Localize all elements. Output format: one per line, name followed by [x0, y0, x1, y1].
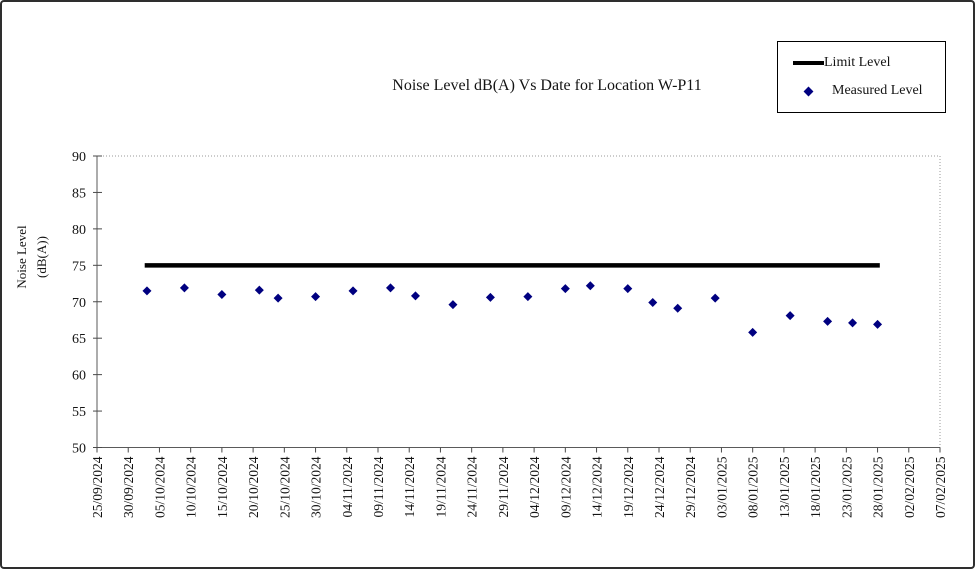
y-tick-label: 50 — [72, 442, 86, 457]
axis-line — [96, 156, 940, 448]
x-tick-label: 30/10/2024 — [309, 456, 324, 518]
diamond-icon — [803, 86, 814, 97]
x-tick-label: 10/10/2024 — [184, 456, 199, 518]
legend-item-measured-level: Measured Level — [793, 83, 945, 99]
x-tick-label: 18/01/2025 — [808, 456, 823, 518]
legend-label-limit-level: Limit Level — [824, 54, 891, 70]
x-tick-label: 28/01/2025 — [871, 456, 886, 518]
x-tick-label: 04/11/2024 — [340, 456, 355, 517]
measured-point — [254, 285, 264, 295]
y-tick-label: 90 — [72, 150, 86, 165]
x-tick-label: 08/01/2025 — [746, 456, 761, 518]
legend: Limit Level Measured Level — [777, 41, 946, 113]
y-tick-label: 60 — [72, 369, 86, 384]
x-tick-label: 07/02/2025 — [933, 456, 948, 518]
measured-point — [448, 300, 458, 310]
measured-point — [648, 297, 658, 307]
measured-point — [848, 318, 858, 328]
x-tick-label: 24/11/2024 — [465, 456, 480, 517]
measured-point — [623, 284, 633, 294]
x-tick-label: 09/11/2024 — [371, 456, 386, 517]
x-tick-label: 14/12/2024 — [590, 456, 605, 518]
x-tick-label: 13/01/2025 — [777, 456, 792, 518]
chart-title: Noise Level dB(A) Vs Date for Location W… — [392, 77, 702, 94]
x-tick-label: 29/11/2024 — [496, 456, 511, 517]
y-tick-label: 55 — [72, 405, 86, 420]
measured-point — [217, 289, 227, 299]
measured-point — [142, 286, 152, 296]
x-tick-label: 23/01/2025 — [839, 456, 854, 518]
measured-point — [710, 293, 720, 303]
legend-item-limit-level: Limit Level — [793, 55, 945, 71]
measured-point — [410, 291, 420, 301]
y-tick-label: 65 — [72, 332, 86, 347]
y-tick-label: 70 — [72, 296, 86, 311]
x-tick-label: 04/12/2024 — [527, 456, 542, 518]
measured-point — [311, 292, 321, 302]
measured-point — [179, 283, 189, 293]
measured-point — [485, 292, 495, 302]
x-tick-label: 02/02/2025 — [902, 456, 917, 518]
measured-level-diamond-swatch — [793, 86, 824, 97]
limit-level-line-swatch — [793, 60, 824, 65]
measured-point — [823, 316, 833, 326]
measured-point — [785, 311, 795, 321]
x-tick-label: 19/12/2024 — [621, 456, 636, 518]
x-tick-label: 29/12/2024 — [683, 456, 698, 518]
measured-point — [273, 293, 283, 303]
measured-point — [348, 286, 358, 296]
y-tick-label: 75 — [72, 259, 86, 274]
plot-border — [97, 155, 941, 448]
measured-point — [873, 319, 883, 329]
x-tick-label: 14/11/2024 — [402, 456, 417, 517]
measured-point — [585, 281, 595, 291]
x-tick-label: 19/11/2024 — [433, 456, 448, 517]
y-tick-label: 80 — [72, 223, 86, 238]
legend-label-measured-level: Measured Level — [832, 83, 923, 99]
measured-point — [385, 283, 395, 293]
x-tick-label: 25/10/2024 — [277, 456, 292, 518]
x-tick-label: 25/09/2024 — [90, 456, 105, 518]
x-tick-label: 03/01/2025 — [714, 456, 729, 518]
measured-point — [560, 284, 570, 294]
measured-point — [748, 327, 758, 337]
measured-point — [523, 292, 533, 302]
y-tick-label: 85 — [72, 186, 86, 201]
x-tick-label: 15/10/2024 — [215, 456, 230, 518]
x-tick-label: 09/12/2024 — [558, 456, 573, 518]
x-tick-label: 05/10/2024 — [152, 456, 167, 518]
measured-point — [673, 303, 683, 313]
x-tick-label: 30/09/2024 — [121, 456, 136, 518]
x-tick-label: 24/12/2024 — [652, 456, 667, 518]
x-tick-label: 20/10/2024 — [246, 456, 261, 518]
